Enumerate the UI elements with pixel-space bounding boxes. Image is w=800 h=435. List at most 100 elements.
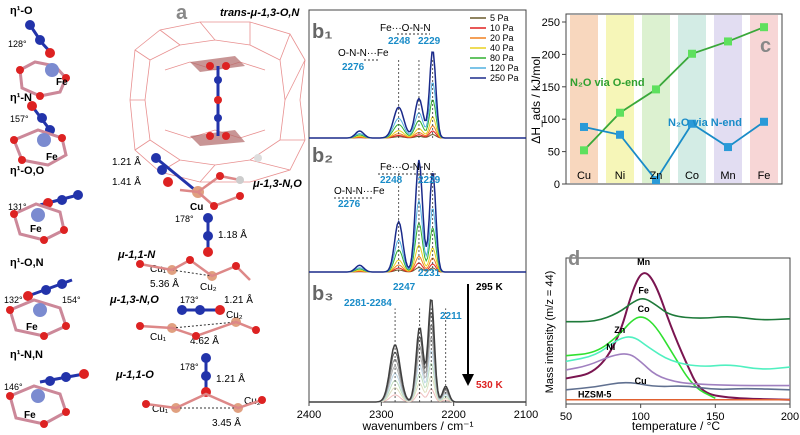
structure-eta1-ON: η¹-O,N 132° 154° Fe xyxy=(4,257,81,340)
c-y-label: ΔH_ads / kJ/mol xyxy=(529,56,543,143)
d-label-ni: Ni xyxy=(606,342,615,352)
d-label-co: Co xyxy=(638,304,650,314)
dist-345: 3.45 Å xyxy=(212,416,241,429)
c-y-axis: 0 50 100 150 200 250 xyxy=(542,17,566,191)
cu-label: Cu xyxy=(190,202,203,213)
label-eta1-OO: η¹-O,O xyxy=(10,165,45,177)
ir-x-tick-label: 2300 xyxy=(369,409,393,421)
b2-annot-onn-fe: O-N-N···Fe xyxy=(334,186,385,197)
d-label-fe: Fe xyxy=(638,286,649,296)
dist-118: 1.18 Å xyxy=(218,228,247,241)
panel-a-letter: a xyxy=(176,2,188,24)
label-mu13-NO: μ-1,3-N,O xyxy=(252,178,302,190)
angle-eta1-OO: 131° xyxy=(8,202,27,212)
angle-mu11-N: 178° xyxy=(175,214,194,224)
d-x-tick-label: 50 xyxy=(560,411,572,423)
cu1-label: Cu₁ xyxy=(152,404,169,415)
structure-eta1-O: η¹-O 128° Fe xyxy=(8,5,70,100)
panel-d: d Mn Fe Co Zn Ni Cu HZSM-5 50 100 150 200 tempera… xyxy=(544,248,799,433)
ir-x-tick-label: 2400 xyxy=(297,409,321,421)
ir-trace-3-7 xyxy=(309,299,526,403)
ir-legend-label: 10 Pa xyxy=(490,23,514,33)
c-point-1-ni xyxy=(616,130,624,139)
label-eta1-NN: η¹-N,N xyxy=(10,349,43,361)
structure-mu11-N: 178° 1.18 Å μ-1,1-N Cu₁ Cu₂ 5.36 Å xyxy=(117,213,251,293)
c-band-fe xyxy=(750,15,778,183)
c-series-o-label: N₂O via O-end xyxy=(570,77,645,89)
dist-536: 5.36 Å xyxy=(150,277,179,290)
c-point-1-mn xyxy=(724,143,732,152)
ir-trace-3-0 xyxy=(309,388,526,403)
d-curve-ni xyxy=(565,353,790,387)
c-band-cu xyxy=(570,15,598,183)
c-cat-label-zn: Zn xyxy=(650,170,663,182)
label-mu11-O: μ-1,1-O xyxy=(115,369,154,381)
d-curve-cu xyxy=(565,381,791,391)
dist-121c: 1.21 Å xyxy=(216,372,245,385)
angle-178b: 178° xyxy=(180,362,199,372)
fe-label: Fe xyxy=(46,152,58,163)
c-band-co xyxy=(678,15,706,183)
label-eta1-ON: η¹-O,N xyxy=(10,257,44,269)
structure-eta1-NN: η¹-N,N 146° Fe xyxy=(4,349,89,428)
cu1-label: Cu₁ xyxy=(150,264,167,275)
c-y-tick-label: 200 xyxy=(542,49,560,61)
structure-trans-mu13: trans-μ-1,3-O,N xyxy=(129,7,306,183)
fe-label: Fe xyxy=(56,77,68,88)
label-eta1-O: η¹-O xyxy=(10,5,33,17)
panel-c: c 0 50 100 150 200 250 N₂O via O-end N₂O via … xyxy=(529,13,783,191)
panel-b3-letter: b₃ xyxy=(312,283,333,305)
c-band-ni xyxy=(606,15,634,183)
ir-spectra-group xyxy=(309,51,526,403)
b3-peak-2247: 2247 xyxy=(393,282,416,293)
b3-peak-2211: 2211 xyxy=(440,311,462,322)
ir-x-tick-label: 2100 xyxy=(514,409,538,421)
d-plot-frame xyxy=(565,257,791,405)
d-series xyxy=(565,272,791,401)
ir-legend-label: 20 Pa xyxy=(490,33,514,43)
d-curve-mn xyxy=(565,272,791,401)
b1-peak-2248: 2248 xyxy=(388,36,411,47)
angle-eta1-NN: 146° xyxy=(4,382,23,392)
b3-peak-2281: 2281-2284 xyxy=(344,298,392,309)
cu2-label: Cu₂ xyxy=(200,282,217,293)
c-plot-frame xyxy=(565,13,783,185)
b2-peak-2229: 2229 xyxy=(418,175,441,186)
d-curve-zn xyxy=(565,336,791,370)
d-x-tick-label: 100 xyxy=(631,411,649,423)
angle-eta1-ON-a: 132° xyxy=(4,295,23,305)
d-label-hzsm-5: HZSM-5 xyxy=(578,390,612,400)
d-label-zn: Zn xyxy=(614,325,625,335)
b1-peak-2229: 2229 xyxy=(418,36,441,47)
b3-temp-high: 295 K xyxy=(476,282,503,293)
label-eta1-N: η¹-N xyxy=(10,92,32,104)
panel-b-frame xyxy=(308,9,527,403)
b1-annot-fe-onn: Fe···O-N-N xyxy=(380,23,431,34)
c-series-line-1 xyxy=(583,121,765,182)
b1-annot-onn-fe: O-N-N···Fe xyxy=(338,48,389,59)
c-y-tick-label: 250 xyxy=(542,17,560,29)
b2-peak-2276: 2276 xyxy=(338,199,361,210)
c-series-line-0 xyxy=(583,26,765,151)
c-point-1-zn xyxy=(652,176,660,185)
structure-eta1-N: η¹-N 157° Fe xyxy=(10,92,68,167)
panel-c-letter: c xyxy=(760,35,771,57)
c-cat-label-co: Co xyxy=(685,170,699,182)
b1-peak-2276: 2276 xyxy=(342,62,365,73)
panel-b1-letter: b₁ xyxy=(312,21,333,43)
label-trans-mu13: trans-μ-1,3-O,N xyxy=(220,7,300,19)
structure-mu13-NO: 1.21 Å 1.41 Å μ-1,3-N,O Cu xyxy=(112,153,302,213)
c-metal-bands xyxy=(570,15,778,183)
cu2-label: Cu₂ xyxy=(226,310,243,321)
b3-temp-low: 530 K xyxy=(476,380,503,391)
b3-peak-2231: 2231 xyxy=(418,268,441,279)
c-cat-label-mn: Mn xyxy=(720,170,735,182)
ir-trace-2-6 xyxy=(309,159,526,273)
panel-a: a η¹-O 128° Fe η¹-N 157° Fe η¹- xyxy=(4,2,306,429)
dist-141: 1.41 Å xyxy=(112,175,141,188)
structure-mu13-NO-b: 173° 1.21 Å μ-1,3-N,O Cu₁ Cu₂ 4.62 Å xyxy=(109,293,260,347)
c-point-0-mn xyxy=(724,37,732,46)
c-point-0-co xyxy=(688,49,696,58)
